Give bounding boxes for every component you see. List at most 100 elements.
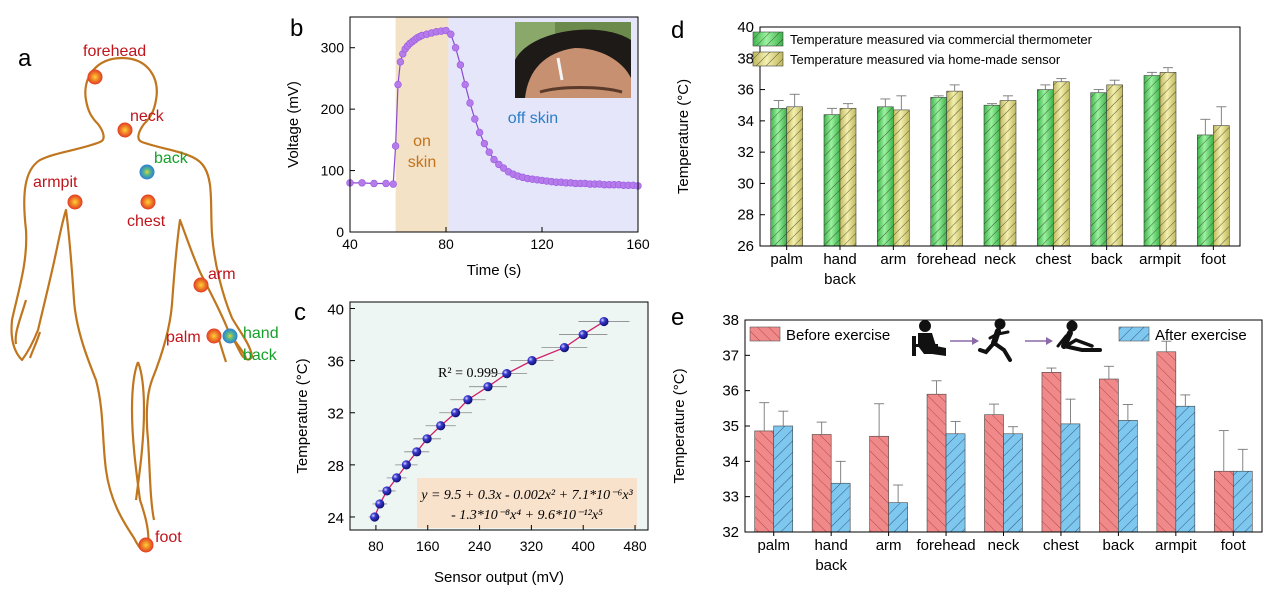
- palm-label: palm: [166, 329, 201, 346]
- bar-hatch: [831, 483, 851, 532]
- running-person-icon: [978, 318, 1012, 362]
- photo-sensor: [556, 57, 564, 81]
- data-point: [422, 434, 432, 444]
- photo-forehead: [525, 48, 631, 98]
- bar-hatch: [1197, 134, 1214, 246]
- data-point: [392, 473, 402, 483]
- bar-hatch: [812, 434, 832, 532]
- y-tick-label: 24: [327, 510, 344, 527]
- arm-marker: [193, 277, 209, 293]
- y-tick-label: 32: [737, 144, 754, 161]
- chart-d: palm hand back arm forehead neck chest back armp…: [675, 19, 1241, 288]
- data-point: [480, 139, 489, 148]
- panel-label-c: c: [294, 299, 306, 326]
- bar-hatch: [984, 414, 1004, 532]
- armpit-label: armpit: [33, 174, 78, 191]
- y-axis-label: Temperature (°C): [294, 358, 311, 473]
- data-point: [483, 382, 493, 392]
- bar-hatch: [1213, 125, 1230, 246]
- palm-marker: [206, 328, 222, 344]
- panel-c: c y = 9.5 + 0.3x - 0.002x² + 7.1*10⁻⁶x³ -…: [294, 299, 649, 586]
- data-point: [451, 44, 460, 52]
- y-tick-label: 30: [737, 175, 754, 192]
- x-axis-label: Time (s): [467, 262, 521, 279]
- point-palm: palm: [166, 328, 222, 346]
- x-tick-label: back: [1103, 537, 1135, 554]
- x-tick-label: 120: [530, 236, 554, 252]
- data-point: [490, 155, 498, 164]
- point-chest: chest: [127, 194, 166, 230]
- panel-a: a forehead neck back armpit: [10, 43, 279, 553]
- inset-photo: [515, 22, 631, 98]
- bar-hatch: [869, 436, 889, 532]
- equation-line-1: y = 9.5 + 0.3x - 0.002x² + 7.1*10⁻⁶x³: [419, 488, 633, 503]
- bar-hatch: [1214, 471, 1234, 532]
- bar-hatch: [1160, 72, 1176, 246]
- bar-hatch: [786, 106, 803, 247]
- data-point: [389, 180, 397, 188]
- x-tick-label: 160: [416, 538, 440, 554]
- resting-person-icon: [1056, 320, 1102, 352]
- data-point: [391, 142, 400, 150]
- y-tick-label: 300: [321, 40, 345, 56]
- x-tick-label: 400: [572, 538, 596, 554]
- equation-line-2: - 1.3*10⁻⁸x⁴ + 9.6*10⁻¹²x⁵: [451, 508, 603, 523]
- chart-e: palm hand back arm forehead neck chest back armp…: [671, 312, 1263, 574]
- bar-hatch: [930, 97, 947, 247]
- x-tick-label: hand: [814, 537, 847, 554]
- y-tick-label: 36: [722, 383, 739, 400]
- x-tick-label: arm: [880, 251, 906, 268]
- bar-hatch: [754, 430, 774, 532]
- x-tick-label: arm: [876, 537, 902, 554]
- data-point: [382, 179, 390, 188]
- x-tick-label: back: [1091, 251, 1123, 268]
- bar-hatch: [1041, 372, 1061, 532]
- x-tick-label: 160: [626, 236, 650, 252]
- x-tick-label: chest: [1035, 251, 1072, 268]
- legend-label-commercial: Temperature measured via commercial ther…: [790, 32, 1093, 47]
- x-tick-label: chest: [1043, 537, 1080, 554]
- x-tick-label: 320: [520, 538, 544, 554]
- y-tick-label: 0: [336, 224, 344, 240]
- bar-hatch: [1144, 75, 1160, 246]
- neck-marker: [117, 122, 133, 138]
- bar-hatch: [1106, 84, 1123, 246]
- bar-hatch: [1000, 100, 1016, 247]
- panel-label-d: d: [671, 17, 684, 44]
- y-tick-label: 34: [722, 453, 739, 470]
- bar-hatch: [1099, 379, 1119, 532]
- y-tick-label: 28: [327, 458, 344, 475]
- point-armpit: armpit: [33, 174, 83, 210]
- bar-hatch: [1053, 81, 1070, 246]
- bar-hatch: [1233, 471, 1253, 532]
- x-tick-label: back: [824, 271, 856, 288]
- bar-hatch: [1175, 406, 1195, 532]
- panel-label-a: a: [18, 45, 32, 72]
- y-axis-label: Temperature (°C): [671, 368, 688, 483]
- data-point: [599, 316, 609, 327]
- fit-curve: [374, 320, 605, 518]
- plot-frame: [349, 16, 639, 233]
- point-hand-back: hand back: [222, 325, 279, 364]
- x-tick-label: neck: [984, 251, 1016, 268]
- data-point: [527, 356, 537, 366]
- legend: Before exercise After exercise: [749, 326, 1247, 344]
- x-tick-label: foot: [1221, 537, 1247, 554]
- y-tick-label: 40: [737, 19, 754, 36]
- bar-hatch: [770, 108, 787, 246]
- x-tick-label: forehead: [916, 537, 975, 554]
- chart-c: y = 9.5 + 0.3x - 0.002x² + 7.1*10⁻⁶x³ - 1…: [294, 301, 649, 586]
- chest-label: chest: [127, 213, 166, 230]
- panel-b: b on skin off skin 40 80 120 160 0 100 200 300 Time…: [285, 15, 650, 279]
- chart-b: on skin off skin 40 80 120 160 0 100 200 300 Time (…: [285, 16, 650, 279]
- bar-hatch: [840, 108, 856, 246]
- point-arm: arm: [193, 266, 236, 293]
- data-point: [463, 395, 473, 405]
- y-tick-label: 26: [737, 238, 754, 255]
- x-tick-label: 80: [368, 538, 384, 554]
- data-point: [382, 486, 392, 496]
- x-tick-label: forehead: [917, 251, 976, 268]
- plot-frame: [349, 301, 649, 531]
- x-tick-label: foot: [1201, 251, 1227, 268]
- x-tick-label: 40: [342, 236, 358, 252]
